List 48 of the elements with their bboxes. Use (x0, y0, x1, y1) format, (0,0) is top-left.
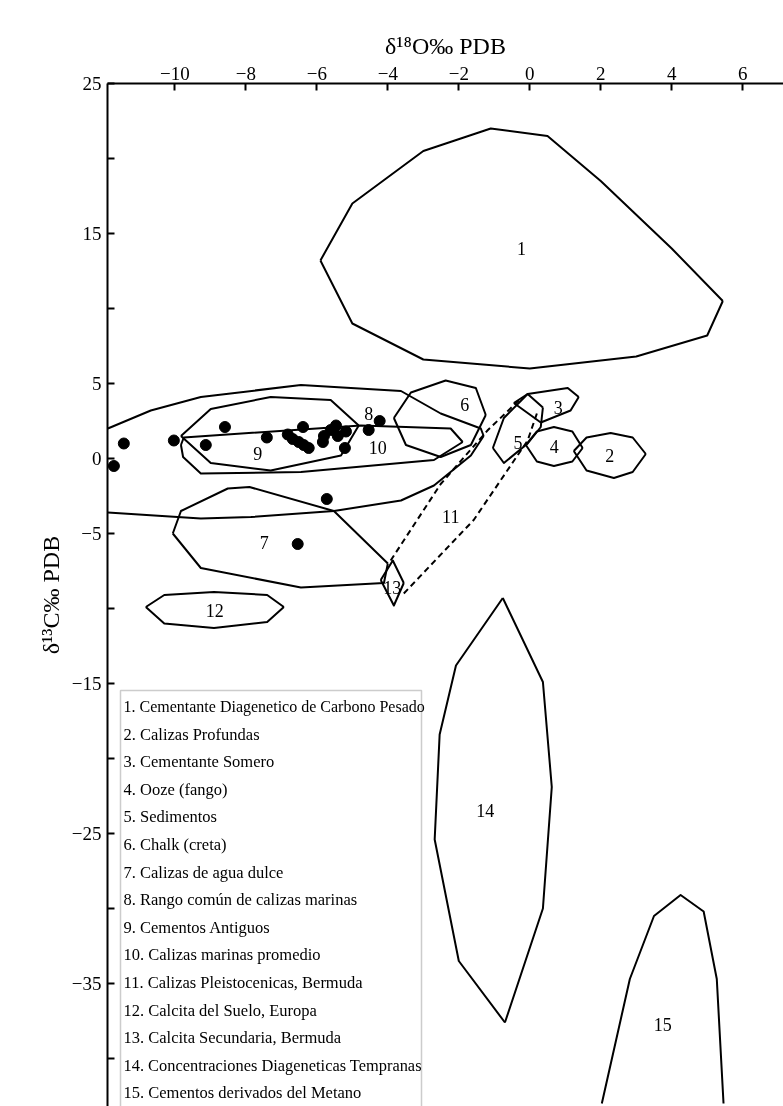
annotation: 13. Calcita Secundaria, Bermuda (123, 1028, 342, 1048)
annotation: 8 (364, 404, 374, 425)
annotation: 6 (460, 395, 470, 416)
y-tick-label: −25 (71, 823, 102, 844)
annotation: 7 (259, 532, 269, 553)
annotation: 9 (253, 444, 263, 465)
annotation: 7. Calizas de agua dulce (123, 862, 284, 882)
annotation: 1. Cementante Diagenetico de Carbono Pesado (123, 698, 425, 716)
x-tick-label: −8 (235, 62, 256, 84)
annotation: 10 (368, 438, 387, 458)
x-tick-label: 2 (596, 62, 606, 84)
annotation: 11. Calizas Pleistocenicas, Bermuda (123, 973, 364, 992)
annotation: 10. Calizas marinas promedio (123, 945, 321, 965)
y-tick-label: −35 (71, 973, 102, 994)
y-tick-label: 0 (92, 448, 102, 469)
x-tick-label: 6 (737, 62, 748, 84)
x-tick-label: 0 (525, 62, 535, 84)
y-tick-label: 15 (82, 223, 102, 244)
annotation: 15. Cementos derivados del Metano (123, 1083, 362, 1103)
annotation: 3. Cementante Somero (123, 752, 275, 772)
y-axis-title: δ¹³C‰ PDB (37, 535, 64, 655)
x-tick-label: 4 (666, 62, 677, 84)
annotation: 2. Calizas Profundas (123, 724, 260, 744)
annotation: 14. Concentraciones Diageneticas Tempranas (123, 1055, 422, 1075)
annotation: 3 (553, 397, 563, 418)
annotation: 8. Rango común de calizas marinas (123, 890, 358, 910)
annotation: 4 (549, 437, 559, 457)
x-tick-label: −4 (377, 62, 399, 84)
annotation: 9. Cementos Antiguos (123, 917, 270, 937)
annotation: 5. Sedimentos (123, 807, 217, 827)
annotation: 4. Ooze (fango) (123, 779, 228, 799)
annotation: 12. Calcita del Suelo, Europa (123, 1000, 318, 1020)
x-axis-title: δ¹⁸O‰ PDB (385, 32, 506, 59)
x-tick-label: −2 (448, 62, 469, 84)
annotation: 11 (442, 506, 460, 527)
annotation: 6. Chalk (creta) (123, 835, 227, 854)
y-tick-label: 5 (92, 373, 102, 394)
y-tick-label: −15 (71, 673, 102, 694)
annotation: 12 (205, 600, 224, 621)
x-tick-label: −6 (306, 62, 327, 84)
annotation: 14 (476, 800, 495, 821)
x-tick-label: −10 (160, 62, 190, 84)
y-tick-label: −5 (81, 523, 102, 544)
annotation: 2 (605, 446, 615, 466)
annotation: 15 (653, 1014, 672, 1035)
annotation: 1 (517, 239, 527, 259)
y-tick-label: 25 (82, 73, 102, 94)
annotation: 5 (513, 433, 523, 453)
